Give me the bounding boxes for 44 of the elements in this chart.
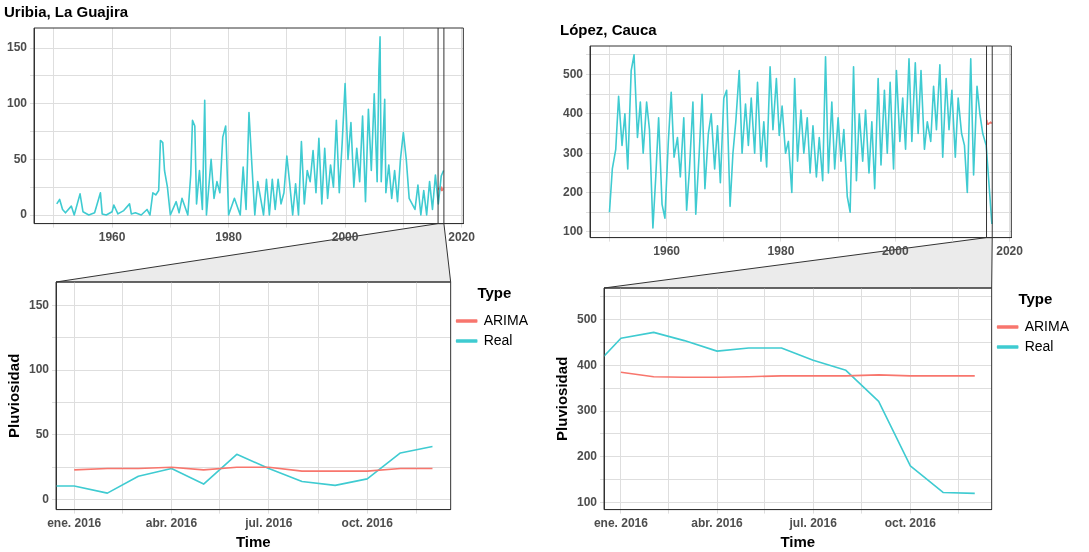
x-tick-label: oct. 2016 [341,516,394,531]
y-tick-label: 150 [6,40,28,55]
y-tick-label: 200 [576,449,598,464]
x-tick-label: 1960 [653,244,681,259]
x-tick-label: abr. 2016 [691,516,744,531]
y-tick-label: 100 [576,494,598,509]
x-axis-title: Time [780,533,816,551]
legend-title: Type [1018,289,1053,307]
x-tick-label: 2020 [448,230,476,245]
x-tick-label: abr. 2016 [145,516,198,531]
legend-label: ARIMA [483,311,529,328]
y-tick-label: 100 [6,96,28,111]
y-tick-label: 100 [28,362,50,377]
y-tick-label: 150 [28,297,50,312]
y-tick-label: 50 [13,151,28,166]
legend-label: Real [483,331,513,348]
y-tick-label: 50 [35,427,50,442]
y-tick-label: 500 [562,66,584,81]
x-axis-title: Time [235,533,271,551]
legend-label: ARIMA [1024,317,1070,334]
y-axis-title: Pluviosidad [5,353,23,438]
y-tick-label: 500 [576,311,598,326]
y-tick-label: 300 [562,145,584,160]
x-tick-label: 1980 [767,244,795,259]
x-tick-label: jul. 2016 [788,516,838,531]
x-tick-label: oct. 2016 [884,516,937,531]
y-tick-label: 400 [562,106,584,121]
y-tick-label: 200 [562,184,584,199]
x-tick-label: jul. 2016 [244,516,293,531]
x-tick-label: 2020 [996,244,1024,259]
x-tick-label: 1980 [215,230,243,245]
x-tick-label: 1960 [98,230,126,245]
y-tick-label: 300 [576,403,598,418]
chart-title: López, Cauca [560,21,658,39]
x-tick-label: ene. 2016 [593,516,649,531]
y-axis-title: Pluviosidad [553,356,571,441]
chart-title: Uribia, La Guajira [4,3,129,21]
y-tick-label: 100 [562,224,584,239]
y-tick-label: 400 [576,357,598,372]
y-tick-label: 0 [20,207,28,222]
legend-label: Real [1024,337,1054,354]
x-tick-label: ene. 2016 [47,516,102,531]
legend-title: Type [477,283,512,301]
y-tick-label: 0 [42,491,50,506]
